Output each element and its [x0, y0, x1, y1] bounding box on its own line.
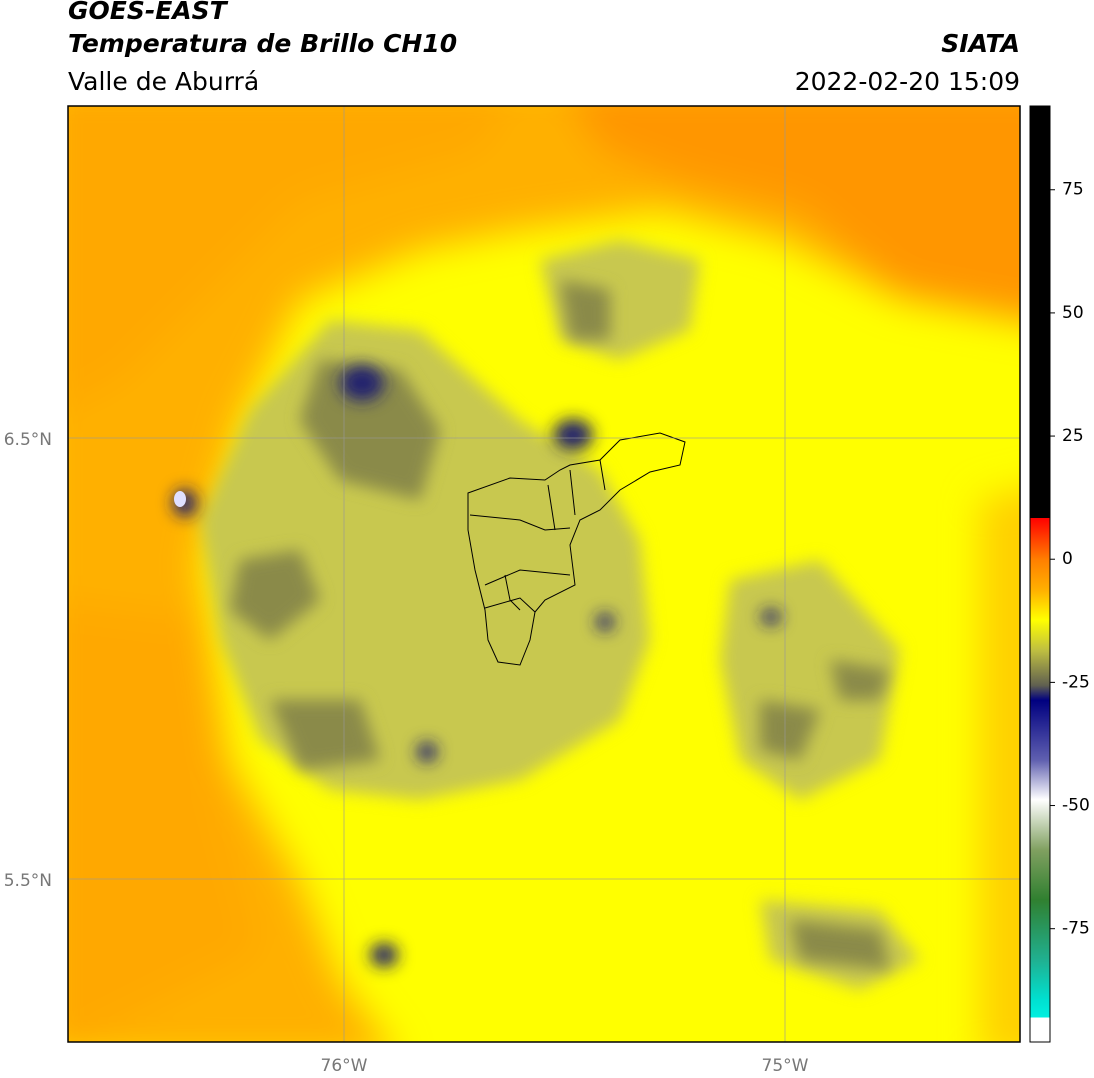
- colorbar-tick-label: 50: [1062, 303, 1084, 323]
- lat-label: 5.5°N: [4, 871, 52, 891]
- colorbar: [1029, 105, 1051, 1043]
- colorbar-tick-label: 0: [1062, 549, 1073, 569]
- timestamp: 2022-02-20 15:09: [795, 67, 1020, 96]
- colorbar-tick-label: 75: [1062, 180, 1084, 200]
- lon-label: 76°W: [321, 1056, 368, 1076]
- source: GOES-EAST: [68, 0, 229, 25]
- agency: SIATA: [941, 29, 1020, 58]
- map-field: [68, 106, 1020, 1042]
- colorbar-tick-label: -75: [1062, 919, 1090, 939]
- colorbar-tick-label: -25: [1062, 672, 1090, 692]
- title: Temperatura de Brillo CH10: [68, 29, 457, 58]
- lon-label: 75°W: [762, 1056, 809, 1076]
- region: Valle de Aburrá: [68, 67, 259, 96]
- lat-label: 6.5°N: [4, 430, 52, 450]
- colorbar-tick-label: -50: [1062, 796, 1090, 816]
- colorbar-tick-label: 25: [1062, 426, 1084, 446]
